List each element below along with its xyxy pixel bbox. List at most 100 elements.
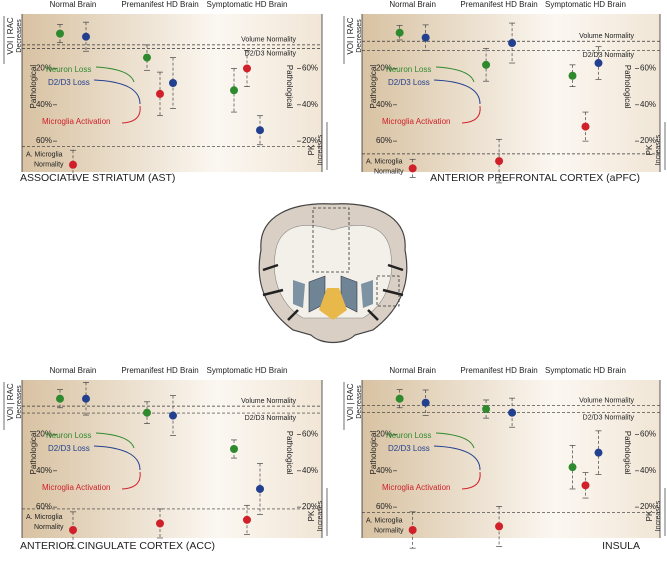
category-label: Symptomatic HD Brain [207, 366, 288, 375]
y-tick-label: 40% [36, 466, 52, 475]
data-point [156, 89, 164, 98]
data-point [256, 484, 264, 493]
data-point [230, 86, 238, 95]
data-point [408, 526, 417, 535]
right-axis-sublabel: Increases [317, 134, 324, 165]
y-tick-label: 20% [36, 430, 52, 439]
data-point [69, 526, 77, 535]
data-point [594, 59, 603, 68]
left-axis-label: VOI | RAC [6, 17, 15, 54]
series-label: D2/D3 Loss [48, 78, 90, 87]
pathological-right: Pathological [285, 431, 294, 475]
left-axis-sublabel: Decreases [16, 385, 23, 419]
data-point [482, 60, 491, 69]
category-label: Normal Brain [389, 366, 436, 375]
data-point [508, 408, 517, 417]
pathological-right: Pathological [623, 431, 632, 475]
data-point [495, 157, 504, 166]
left-axis-label: VOI | RAC [6, 383, 15, 420]
series-label: D2/D3 Loss [388, 78, 430, 87]
category-label: Premanifest HD Brain [121, 366, 198, 375]
data-point [56, 29, 64, 38]
y2-tick-label: 20% [302, 502, 318, 511]
data-point [230, 445, 238, 454]
reference-label: A. Microglia [26, 151, 63, 158]
right-axis-label: PK [645, 144, 654, 155]
y-tick-label: 40% [376, 100, 392, 109]
reference-label: A. Microglia [26, 514, 63, 521]
right-axis-label: PK [307, 144, 316, 155]
data-point [169, 411, 177, 420]
panel-background [22, 14, 322, 172]
reference-label: Volume Normality [579, 33, 634, 40]
panel-title: ANTERIOR PREFRONTAL CORTEX (aPFC) [430, 172, 640, 184]
data-point [395, 28, 404, 37]
y2-tick-label: 20% [640, 136, 656, 145]
data-point [243, 515, 251, 524]
pathological-left: Pathological [369, 431, 378, 475]
reference-label: D2/D3 Normality [583, 415, 635, 422]
right-axis-sublabel: Increases [655, 500, 662, 531]
category-label: Normal Brain [50, 366, 97, 375]
y2-tick-label: 40% [302, 466, 318, 475]
category-label: Symptomatic HD Brain [545, 366, 626, 375]
series-label: D2/D3 Loss [48, 444, 90, 453]
reference-label: Normality [374, 527, 404, 534]
y2-tick-label: 40% [302, 100, 318, 109]
series-curve [433, 445, 481, 471]
reference-label: A. Microglia [366, 517, 403, 524]
y-tick-label: 20% [376, 64, 392, 73]
pathological-left: Pathological [369, 65, 378, 109]
category-label: Normal Brain [50, 0, 97, 9]
series-label: Neuron Loss [386, 65, 431, 74]
data-point [495, 522, 504, 531]
series-label: Microglia Activation [42, 117, 110, 126]
data-point [82, 32, 90, 41]
left-axis-sublabel: Decreases [356, 385, 363, 419]
category-label: Premanifest HD Brain [121, 0, 198, 9]
series-curve [93, 445, 141, 471]
pathological-right: Pathological [285, 65, 294, 109]
data-point [82, 394, 90, 403]
right-axis-sublabel: Increases [655, 134, 662, 165]
y-tick-label: 60% [36, 502, 52, 511]
reference-label: A. Microglia [366, 159, 403, 166]
data-point [421, 398, 430, 407]
y-tick-label: 20% [376, 430, 392, 439]
pathological-right: Pathological [623, 65, 632, 109]
pathological-left: Pathological [29, 431, 38, 475]
data-point [482, 405, 491, 414]
right-axis-label: PK [645, 510, 654, 521]
y-tick-label: 60% [36, 136, 52, 145]
category-label: Premanifest HD Brain [460, 366, 537, 375]
y-tick-label: 60% [376, 502, 392, 511]
data-point [594, 448, 603, 457]
series-curve [461, 105, 481, 124]
reference-label: Volume Normality [241, 398, 296, 405]
data-point [395, 394, 404, 403]
panel-title: ANTERIOR CINGULATE CORTEX (ACC) [20, 540, 215, 552]
data-point [143, 53, 151, 62]
series-curve [435, 66, 475, 83]
series-label: Microglia Activation [382, 483, 450, 492]
y-tick-label: 40% [376, 466, 392, 475]
brain-illustration [258, 203, 408, 344]
right-axis-label: PK [307, 510, 316, 521]
pathological-left: Pathological [29, 65, 38, 109]
left-axis-sublabel: Decreases [356, 19, 363, 53]
right-axis-sublabel: Increases [317, 500, 324, 531]
y2-tick-label: 60% [640, 64, 656, 73]
series-label: Microglia Activation [382, 117, 450, 126]
series-curve [93, 79, 141, 105]
reference-label: Normality [374, 169, 404, 176]
series-curve [95, 66, 135, 83]
left-axis-label: VOI | RAC [346, 17, 355, 54]
category-label: Symptomatic HD Brain [207, 0, 288, 9]
data-point [243, 64, 251, 73]
series-curve [121, 105, 141, 124]
series-label: Neuron Loss [46, 431, 91, 440]
y2-tick-label: 20% [640, 502, 656, 511]
data-point [408, 164, 417, 173]
left-axis-sublabel: Decreases [16, 19, 23, 53]
